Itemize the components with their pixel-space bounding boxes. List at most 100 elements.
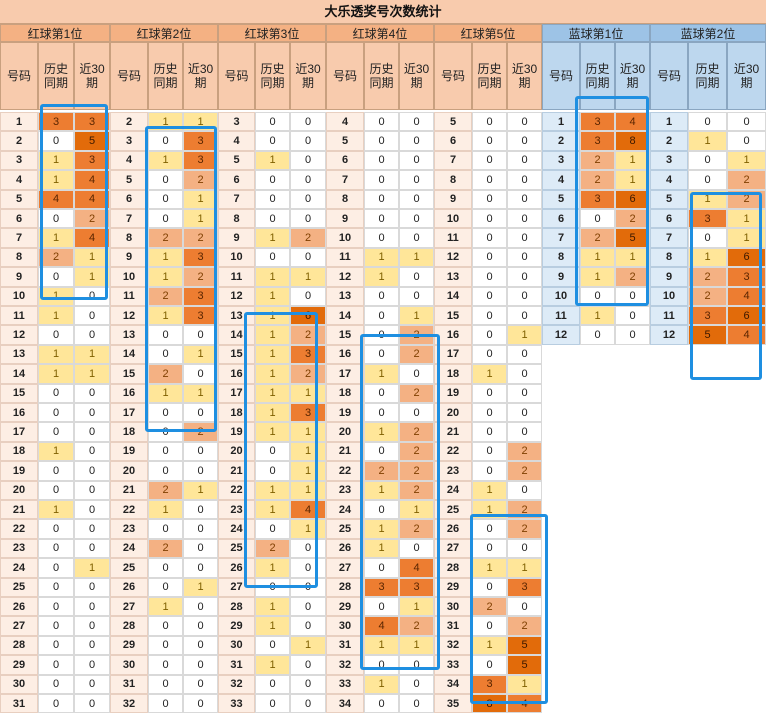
- ball-number: 23: [218, 500, 255, 520]
- recent-count: 0: [507, 209, 542, 229]
- ball-number: 19: [326, 403, 364, 423]
- recent-count: 0: [74, 325, 110, 345]
- history-count: 2: [688, 286, 727, 306]
- recent-count: 0: [74, 403, 110, 423]
- recent-count: 4: [74, 189, 110, 209]
- ball-number: 30: [434, 597, 472, 617]
- recent-count: 0: [507, 247, 542, 268]
- recent-count: 2: [399, 461, 434, 481]
- history-count: 1: [472, 635, 507, 656]
- recent-count: 1: [183, 112, 218, 132]
- recent-count: 0: [507, 480, 542, 500]
- history-count: 0: [38, 577, 74, 597]
- number-col-header: 号码: [650, 42, 688, 110]
- history-count: 1: [364, 519, 399, 539]
- ball-number: 15: [0, 383, 38, 403]
- recent-count: 5: [615, 228, 650, 248]
- history-count: 0: [364, 500, 399, 520]
- recent-count: 0: [399, 170, 434, 190]
- recent-count: 2: [183, 228, 218, 248]
- recent-count: 0: [507, 597, 542, 617]
- history-count: 0: [148, 655, 183, 675]
- ball-number: 19: [218, 422, 255, 442]
- ball-number: 25: [326, 519, 364, 539]
- ball-number: 12: [650, 325, 688, 345]
- ball-number: 24: [0, 558, 38, 578]
- ball-number: 23: [434, 461, 472, 481]
- history-count: 0: [38, 558, 74, 578]
- recent-count: 0: [290, 189, 326, 209]
- recent-count: 0: [183, 674, 218, 694]
- recent-count: 1: [290, 383, 326, 403]
- recent-count: 0: [290, 286, 326, 306]
- history-count: 0: [688, 170, 727, 190]
- recent-count: 2: [399, 383, 434, 403]
- recent-count: 1: [290, 480, 326, 500]
- recent-count: 1: [183, 189, 218, 209]
- history-count: 1: [148, 597, 183, 617]
- ball-number: 20: [110, 461, 148, 481]
- history-count: 1: [255, 228, 290, 248]
- ball-number: 22: [218, 480, 255, 500]
- history-count: 1: [364, 635, 399, 656]
- history-col-header: 历史同期: [472, 42, 507, 110]
- history-count: 0: [148, 558, 183, 578]
- history-count: 1: [148, 112, 183, 132]
- history-count: 1: [38, 228, 74, 248]
- history-count: 1: [580, 247, 615, 268]
- history-count: 1: [688, 247, 727, 268]
- recent-count: 1: [290, 635, 326, 656]
- recent-count: 0: [399, 112, 434, 132]
- history-count: 0: [472, 403, 507, 423]
- recent-count: 1: [183, 344, 218, 365]
- group-header: 红球第5位: [434, 24, 542, 42]
- ball-number: 21: [218, 461, 255, 481]
- ball-number: 20: [218, 441, 255, 462]
- history-count: 0: [148, 422, 183, 442]
- recent-count: 0: [290, 150, 326, 171]
- ball-number: 11: [218, 267, 255, 287]
- history-count: 0: [148, 344, 183, 365]
- history-count: 1: [255, 500, 290, 520]
- ball-number: 3: [542, 150, 580, 171]
- ball-number: 5: [326, 131, 364, 151]
- recent-count: 0: [507, 170, 542, 190]
- recent-count: 0: [183, 558, 218, 578]
- history-count: 0: [364, 558, 399, 578]
- history-count: 1: [148, 383, 183, 403]
- history-count: 0: [38, 325, 74, 345]
- recent-count: 1: [615, 247, 650, 268]
- history-count: 0: [148, 209, 183, 229]
- history-count: 0: [472, 325, 507, 345]
- recent-count: 1: [399, 635, 434, 656]
- recent-count: 2: [290, 364, 326, 384]
- history-count: 1: [364, 267, 399, 287]
- ball-number: 31: [218, 655, 255, 675]
- history-count: 1: [255, 616, 290, 636]
- history-count: 0: [364, 306, 399, 326]
- history-count: 1: [688, 131, 727, 151]
- recent-count: 0: [74, 519, 110, 539]
- ball-number: 10: [434, 209, 472, 229]
- history-col-header: 历史同期: [688, 42, 727, 110]
- recent-count: 4: [727, 325, 766, 345]
- history-col-header: 历史同期: [38, 42, 74, 110]
- ball-number: 17: [218, 383, 255, 403]
- ball-number: 26: [326, 538, 364, 559]
- recent-count: 0: [74, 480, 110, 500]
- history-count: 1: [255, 306, 290, 326]
- history-count: 0: [364, 403, 399, 423]
- ball-number: 29: [326, 597, 364, 617]
- history-count: 0: [38, 267, 74, 287]
- ball-number: 10: [218, 247, 255, 268]
- number-col-header: 号码: [542, 42, 580, 110]
- history-count: 0: [472, 267, 507, 287]
- ball-number: 10: [110, 267, 148, 287]
- recent-count: 0: [290, 655, 326, 675]
- history-count: 1: [364, 674, 399, 694]
- table-title: 大乐透奖号次数统计: [0, 0, 766, 24]
- recent-count: 0: [399, 674, 434, 694]
- number-col-header: 号码: [326, 42, 364, 110]
- history-count: 0: [580, 286, 615, 306]
- recent-count: 1: [183, 577, 218, 597]
